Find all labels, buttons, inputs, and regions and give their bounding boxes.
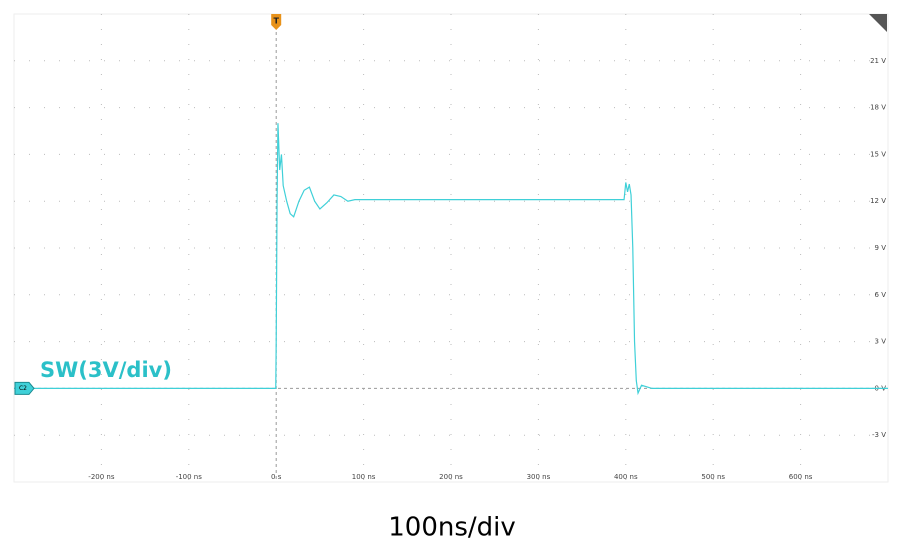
y-tick-label: 21 V — [870, 57, 886, 65]
corner-marker — [869, 14, 887, 32]
x-tick-label: 100 ns — [352, 473, 376, 481]
x-tick-label: 300 ns — [527, 473, 551, 481]
x-tick-label: -200 ns — [88, 473, 115, 481]
trigger-label: T — [273, 17, 279, 26]
y-tick-label: 9 V — [875, 244, 887, 252]
y-tick-label: 3 V — [875, 338, 887, 346]
y-tick-label: 18 V — [870, 104, 886, 112]
x-tick-label: 500 ns — [701, 473, 725, 481]
plot-area — [13, 13, 889, 483]
x-tick-label: 200 ns — [439, 473, 463, 481]
annotation: SW(3V/div) — [40, 358, 172, 382]
trigger-marker — [271, 14, 282, 30]
channel-label: C2 — [19, 385, 27, 392]
y-tick-label: -3 V — [872, 431, 886, 439]
trace — [14, 123, 888, 396]
channel-marker — [14, 381, 35, 395]
y-tick-label: 12 V — [870, 197, 886, 205]
x-tick-label: 400 ns — [614, 473, 638, 481]
x-tick-label: -100 ns — [176, 473, 203, 481]
x-tick-label: 0 s — [271, 473, 282, 481]
x-tick-label: 600 ns — [789, 473, 813, 481]
caption: 100ns/div — [388, 513, 516, 543]
y-tick-label: 6 V — [875, 291, 887, 299]
y-tick-label: 15 V — [870, 150, 886, 158]
